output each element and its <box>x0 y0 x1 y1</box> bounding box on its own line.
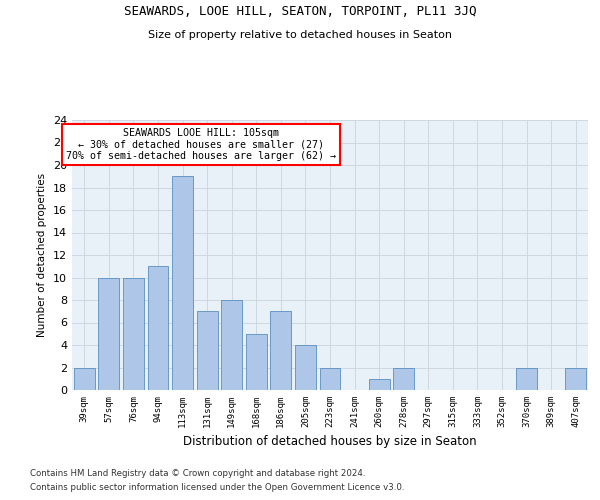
Text: SEAWARDS, LOOE HILL, SEATON, TORPOINT, PL11 3JQ: SEAWARDS, LOOE HILL, SEATON, TORPOINT, P… <box>124 5 476 18</box>
Bar <box>98 278 119 390</box>
Y-axis label: Number of detached properties: Number of detached properties <box>37 173 47 337</box>
Bar <box>295 345 316 390</box>
Bar <box>368 379 389 390</box>
Text: Contains public sector information licensed under the Open Government Licence v3: Contains public sector information licen… <box>30 484 404 492</box>
Bar <box>271 311 292 390</box>
Bar <box>74 368 95 390</box>
Text: Contains HM Land Registry data © Crown copyright and database right 2024.: Contains HM Land Registry data © Crown c… <box>30 468 365 477</box>
Bar <box>197 311 218 390</box>
Bar <box>393 368 414 390</box>
Bar <box>565 368 586 390</box>
Bar <box>516 368 537 390</box>
Bar <box>246 334 267 390</box>
Text: Size of property relative to detached houses in Seaton: Size of property relative to detached ho… <box>148 30 452 40</box>
Bar <box>172 176 193 390</box>
Text: SEAWARDS LOOE HILL: 105sqm
← 30% of detached houses are smaller (27)
70% of semi: SEAWARDS LOOE HILL: 105sqm ← 30% of deta… <box>66 128 336 162</box>
Bar <box>123 278 144 390</box>
Bar <box>320 368 340 390</box>
Bar <box>221 300 242 390</box>
Bar <box>148 266 169 390</box>
X-axis label: Distribution of detached houses by size in Seaton: Distribution of detached houses by size … <box>183 436 477 448</box>
